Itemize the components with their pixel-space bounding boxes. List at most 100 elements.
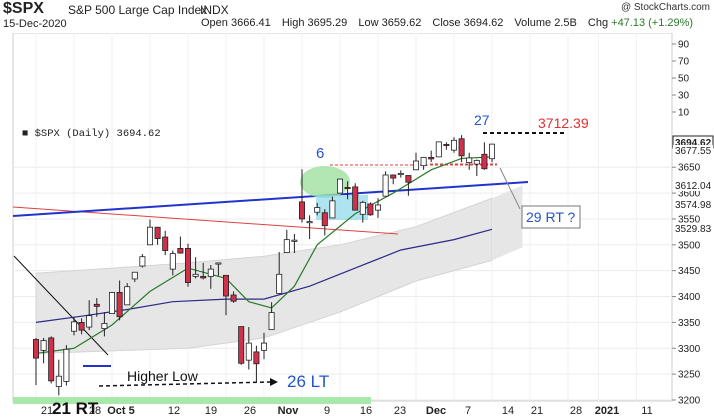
candle-body	[336, 178, 343, 194]
candle-body	[450, 139, 457, 151]
high-value: 3695.29	[307, 17, 348, 29]
rt-callout-box	[521, 205, 581, 229]
candle-body	[367, 203, 374, 216]
rsi-axis: 90 70 50 30 10	[672, 40, 690, 119]
date-tick-label: 11	[641, 405, 652, 417]
higher-low-arrowhead	[270, 378, 278, 386]
open-value: 3666.41	[230, 17, 271, 29]
band-fill-ext	[492, 185, 523, 261]
candle-body	[268, 312, 275, 331]
rsi-tick-label: 70	[678, 57, 690, 68]
candle-body	[146, 226, 153, 246]
candle-body	[397, 173, 404, 176]
candle-body	[458, 138, 465, 157]
candle-body	[33, 339, 40, 359]
price-tag-label: 3529.83	[675, 224, 712, 235]
date-tick-label: 19	[205, 405, 217, 417]
candle-body	[481, 153, 488, 170]
date-tick-label: 28	[89, 405, 101, 417]
open-label: Open	[201, 17, 228, 29]
candle-body	[466, 157, 473, 163]
price-tag-label: 3694.62	[675, 138, 712, 149]
index-name: S&P 500 Large Cap Index	[68, 3, 208, 17]
chart-date: 15-Dec-2020	[3, 18, 67, 30]
label-6: 6	[316, 145, 324, 162]
chg-value: +47.13 (+1.29%)	[611, 17, 694, 29]
price-band	[35, 185, 523, 354]
rsi-tick-label: 90	[678, 40, 690, 51]
price-tick-label: 3200	[678, 396, 701, 407]
candle-body	[329, 200, 336, 219]
date-axis: 21 28 Oct 5 12 19 26 Nov 9 16 23 Dec 7 14 21 28 2021 11	[41, 405, 653, 417]
candle-body	[428, 156, 435, 160]
candle-body	[245, 342, 252, 361]
candle-body	[488, 143, 495, 160]
price-tick-label: 3400	[678, 292, 701, 303]
date-tick-label: 21	[41, 405, 53, 417]
date-tick-label: 21	[531, 405, 543, 417]
close-value: 3694.62	[463, 17, 504, 29]
candle-body	[321, 212, 328, 227]
candle-body	[352, 186, 359, 211]
price-tag-bg	[673, 223, 713, 234]
label-21rt: 21 RT	[52, 399, 99, 417]
candle-body	[291, 239, 298, 242]
candle-body	[230, 294, 237, 302]
blue-trendline	[12, 181, 529, 217]
high-label: High	[281, 17, 305, 29]
candle-body	[86, 315, 93, 328]
green-bottom-bar	[13, 397, 371, 404]
label-29rt: 29 RT ?	[526, 209, 576, 225]
candle-body	[192, 273, 199, 277]
callout-line	[499, 167, 521, 210]
candle-body	[131, 271, 138, 280]
candle-body	[238, 326, 245, 364]
candle-body	[215, 262, 222, 265]
date-tick-label: 28	[570, 405, 582, 417]
candle-body	[124, 286, 131, 306]
price-tag-bg	[673, 180, 713, 191]
date-tick-label: 14	[502, 405, 514, 417]
price-tag-label: 3574.98	[675, 200, 712, 211]
label-3712: 3712.39	[538, 115, 589, 131]
date-tick-label: 16	[360, 405, 372, 417]
candle-body	[443, 144, 450, 147]
price-tag-label: 3612.04	[675, 181, 712, 192]
candle-body	[184, 248, 191, 283]
candle-body	[298, 201, 305, 220]
price-tick-label: 3650	[678, 163, 701, 174]
symbol: $SPX	[3, 0, 44, 17]
annotations: 6 27 3712.39 26 LT Higher Low 21 RT 29 RT ? ■ $…	[22, 112, 589, 417]
candle-body	[116, 292, 123, 318]
candle-body	[412, 160, 419, 171]
volume-value: 2.5B	[554, 17, 577, 29]
candle-body	[359, 201, 366, 215]
candle-body	[390, 174, 397, 179]
volume-label: Volume	[514, 17, 552, 29]
rsi-tick-label: 30	[678, 91, 690, 102]
candle-body	[374, 204, 381, 211]
date-tick-label: 9	[324, 405, 330, 417]
date-tick-label: 26	[244, 405, 256, 417]
date-tick-label: 12	[168, 405, 180, 417]
date-tick-label: Oct 5	[107, 405, 135, 417]
candle-body	[93, 303, 100, 307]
price-tag-bg	[673, 199, 713, 210]
price-tick-label: 3250	[678, 370, 701, 381]
candle-body	[344, 186, 351, 189]
price-axis: 3200 3250 3300 3350 3400 3450 3500 3550 3600 3650	[672, 163, 701, 407]
date-tick-label: 7	[465, 405, 471, 417]
trendlines	[12, 132, 567, 387]
ohlc-summary: Open 3666.41 High 3695.29 Low 3659.62 Cl…	[201, 17, 693, 29]
candle-body	[109, 292, 116, 315]
chart-header: $SPX S&P 500 Large Cap Index INDX @ Stoc…	[0, 0, 714, 33]
price-tick-label: 3350	[678, 318, 701, 329]
candle-body	[382, 174, 389, 197]
candle-body	[169, 253, 176, 270]
candle-body	[78, 322, 85, 331]
candle-body	[283, 239, 290, 253]
copyright: @ StockCharts.com	[620, 2, 710, 13]
candle-body	[222, 274, 229, 297]
